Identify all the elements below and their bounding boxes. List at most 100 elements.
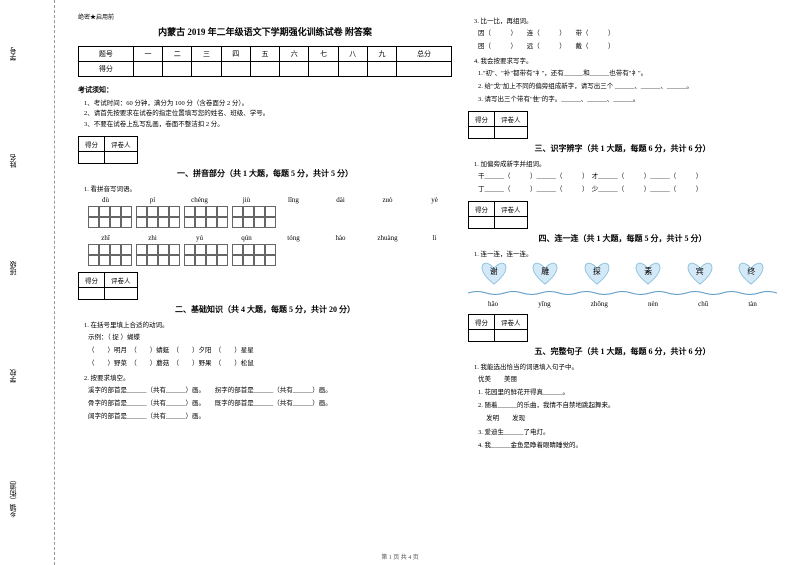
question: 1. 加偏旁成新字并组词。: [474, 158, 777, 168]
heart-char: 谢: [480, 266, 508, 277]
cell: 三: [192, 47, 221, 62]
cell: 二: [163, 47, 192, 62]
pinyin: pí: [135, 196, 170, 204]
right-column: 3. 比一比，再组词。 因（ ） 连（ ） 带（ ） 困（ ） 远（ ） 戴（ …: [460, 12, 785, 545]
heart-icon: 终: [737, 262, 765, 286]
cell: [221, 62, 250, 77]
question: 1. 看拼音写词语。: [84, 183, 452, 193]
heart-char: 宾: [686, 266, 714, 277]
pinyin: chū: [698, 300, 708, 308]
fill-row: （ ）野菜 （ ）蘑菇 （ ）野果 （ ）松鼠: [88, 358, 452, 369]
table-row: 题号 一 二 三 四 五 六 七 八 九 总分: [79, 47, 452, 62]
example: 示例：（ 捉 ）蝴蝶: [88, 332, 452, 343]
page-container: 学号 姓名 班级 学校 乡镇（街道） 绝密★启用前 内蒙古 2019 年二年级语…: [0, 0, 800, 565]
pinyin: yǐng: [538, 300, 550, 308]
cell: 六: [280, 47, 309, 62]
left-column: 绝密★启用前 内蒙古 2019 年二年级语文下学期强化训练试卷 附答案 题号 一…: [70, 12, 460, 545]
cell: [192, 62, 221, 77]
heart-row: 谢 雕 探 素 宾: [468, 262, 777, 286]
mark-cell: 评卷人: [495, 202, 528, 217]
cell: 四: [221, 47, 250, 62]
wave-icon: [468, 290, 777, 296]
mark-box: 得分评卷人: [468, 111, 528, 139]
fill-part: 溪字的部首是______（共有______）画。 拐字的部首是______（共有…: [88, 385, 452, 396]
pair-row: 因（ ） 连（ ） 带（ ）: [478, 28, 777, 39]
question: 1. 连一连，连一连。: [474, 248, 777, 258]
section-3-title: 三、识字辨字（共 1 大题，每题 6 分，共计 6 分）: [468, 143, 777, 154]
mark-box: 得分评卷人: [468, 201, 528, 229]
heart-char: 探: [583, 266, 611, 277]
heart-icon: 宾: [686, 262, 714, 286]
cell: 五: [250, 47, 279, 62]
cell: [280, 62, 309, 77]
pinyin-bottom: hǎo yǐng zhōng nèn chū tàn: [468, 300, 777, 308]
pinyin-row: dù pí chéng jiù lǐng dài zuò yè: [88, 196, 452, 204]
score-table: 题号 一 二 三 四 五 六 七 八 九 总分 得分: [78, 46, 452, 77]
mark-cell: 得分: [79, 273, 105, 288]
sec3-line: 丁______（ ）______（ ） 少______（ ）______（ ）: [478, 184, 777, 195]
binding-label: 乡镇（街道）: [8, 476, 18, 518]
pinyin: nèn: [648, 300, 658, 308]
pinyin: zuò: [370, 196, 405, 204]
question: 1. 在括号里填上合适的动词。: [84, 319, 452, 329]
rule-item: 2、请首先按要求在试卷的指定位置填写您的姓名、班级、学号。: [84, 109, 452, 119]
binding-label: 班级: [8, 261, 18, 275]
pinyin: jiù: [229, 196, 264, 204]
pinyin: yè: [417, 196, 452, 204]
heart-char: 素: [634, 266, 662, 277]
cell: 九: [367, 47, 396, 62]
q4-line: 3. 请写出三个带有"隹"的字。______、______、______。: [478, 94, 777, 105]
mark-cell: 得分: [79, 137, 105, 152]
char-grid: [88, 206, 452, 228]
fill-part: 骨字的部首是______（共有______）画。 既字的部首是______（共有…: [88, 398, 452, 409]
cell: [367, 62, 396, 77]
cell: 八: [338, 47, 367, 62]
cell: 总分: [397, 47, 452, 62]
fill-row: （ ）明月 （ ）蜻蜓 （ ）夕阳 （ ）星星: [88, 345, 452, 356]
sec5-line: 4. 我______金鱼是睁着眼睛睡觉的。: [478, 440, 777, 451]
section-5-title: 五、完整句子（共 1 大题，每题 6 分，共计 6 分）: [468, 346, 777, 357]
binding-label: 学号: [8, 47, 18, 61]
section-1-title: 一、拼音部分（共 1 大题，每题 5 分，共计 5 分）: [78, 168, 452, 179]
section-4-title: 四、连一连（共 1 大题，每题 5 分，共计 5 分）: [468, 233, 777, 244]
mark-cell: [495, 217, 528, 229]
mark-box: 得分评卷人: [78, 136, 138, 164]
mark-cell: [495, 330, 528, 342]
char-box: [232, 206, 276, 228]
cell: [250, 62, 279, 77]
heart-char: 终: [737, 266, 765, 277]
notice-title: 考试须知：: [78, 85, 452, 95]
question: 4. 我会按要求写字。: [474, 55, 777, 65]
char-box: [184, 244, 228, 266]
pair-row: 困（ ） 远（ ） 戴（ ）: [478, 41, 777, 52]
cell: [397, 62, 452, 77]
pinyin: dù: [88, 196, 123, 204]
char-box: [136, 244, 180, 266]
pinyin: yú: [182, 234, 217, 242]
heart-icon: 雕: [531, 262, 559, 286]
q4-line: 2. 给"戈"加上不同的偏旁组成新字，请写出三个 ______、______、_…: [478, 81, 777, 92]
cell: [309, 62, 338, 77]
mark-cell: [79, 152, 105, 164]
sec3-line: 干______（ ）______（ ） 才______（ ）______（ ）: [478, 171, 777, 182]
mark-cell: 评卷人: [495, 315, 528, 330]
mark-cell: [105, 152, 138, 164]
mark-cell: [105, 288, 138, 300]
heart-icon: 谢: [480, 262, 508, 286]
binding-label: 学校: [8, 369, 18, 383]
cell: [338, 62, 367, 77]
pinyin-row: zhī zhi yú qún tóng hào zhuàng lì: [88, 234, 452, 242]
pinyin: dài: [323, 196, 358, 204]
mark-cell: 评卷人: [495, 112, 528, 127]
q4-line: 1."初"、"补"都带有"衤"，还有______和______也带有"衤"。: [478, 68, 777, 79]
mark-cell: 得分: [469, 112, 495, 127]
pinyin: hào: [323, 234, 358, 242]
cell: 题号: [79, 47, 134, 62]
question: 1. 我能选出恰当的词语填入句子中。: [474, 361, 777, 371]
pinyin: zhī: [88, 234, 123, 242]
sec5-line: 2. 随着______的乐曲，我情不自禁地跳起舞来。: [478, 400, 777, 411]
pinyin: lì: [417, 234, 452, 242]
exam-title: 内蒙古 2019 年二年级语文下学期强化训练试卷 附答案: [78, 25, 452, 38]
word-bank: 优美 美丽: [478, 374, 777, 385]
pinyin: zhōng: [591, 300, 608, 308]
